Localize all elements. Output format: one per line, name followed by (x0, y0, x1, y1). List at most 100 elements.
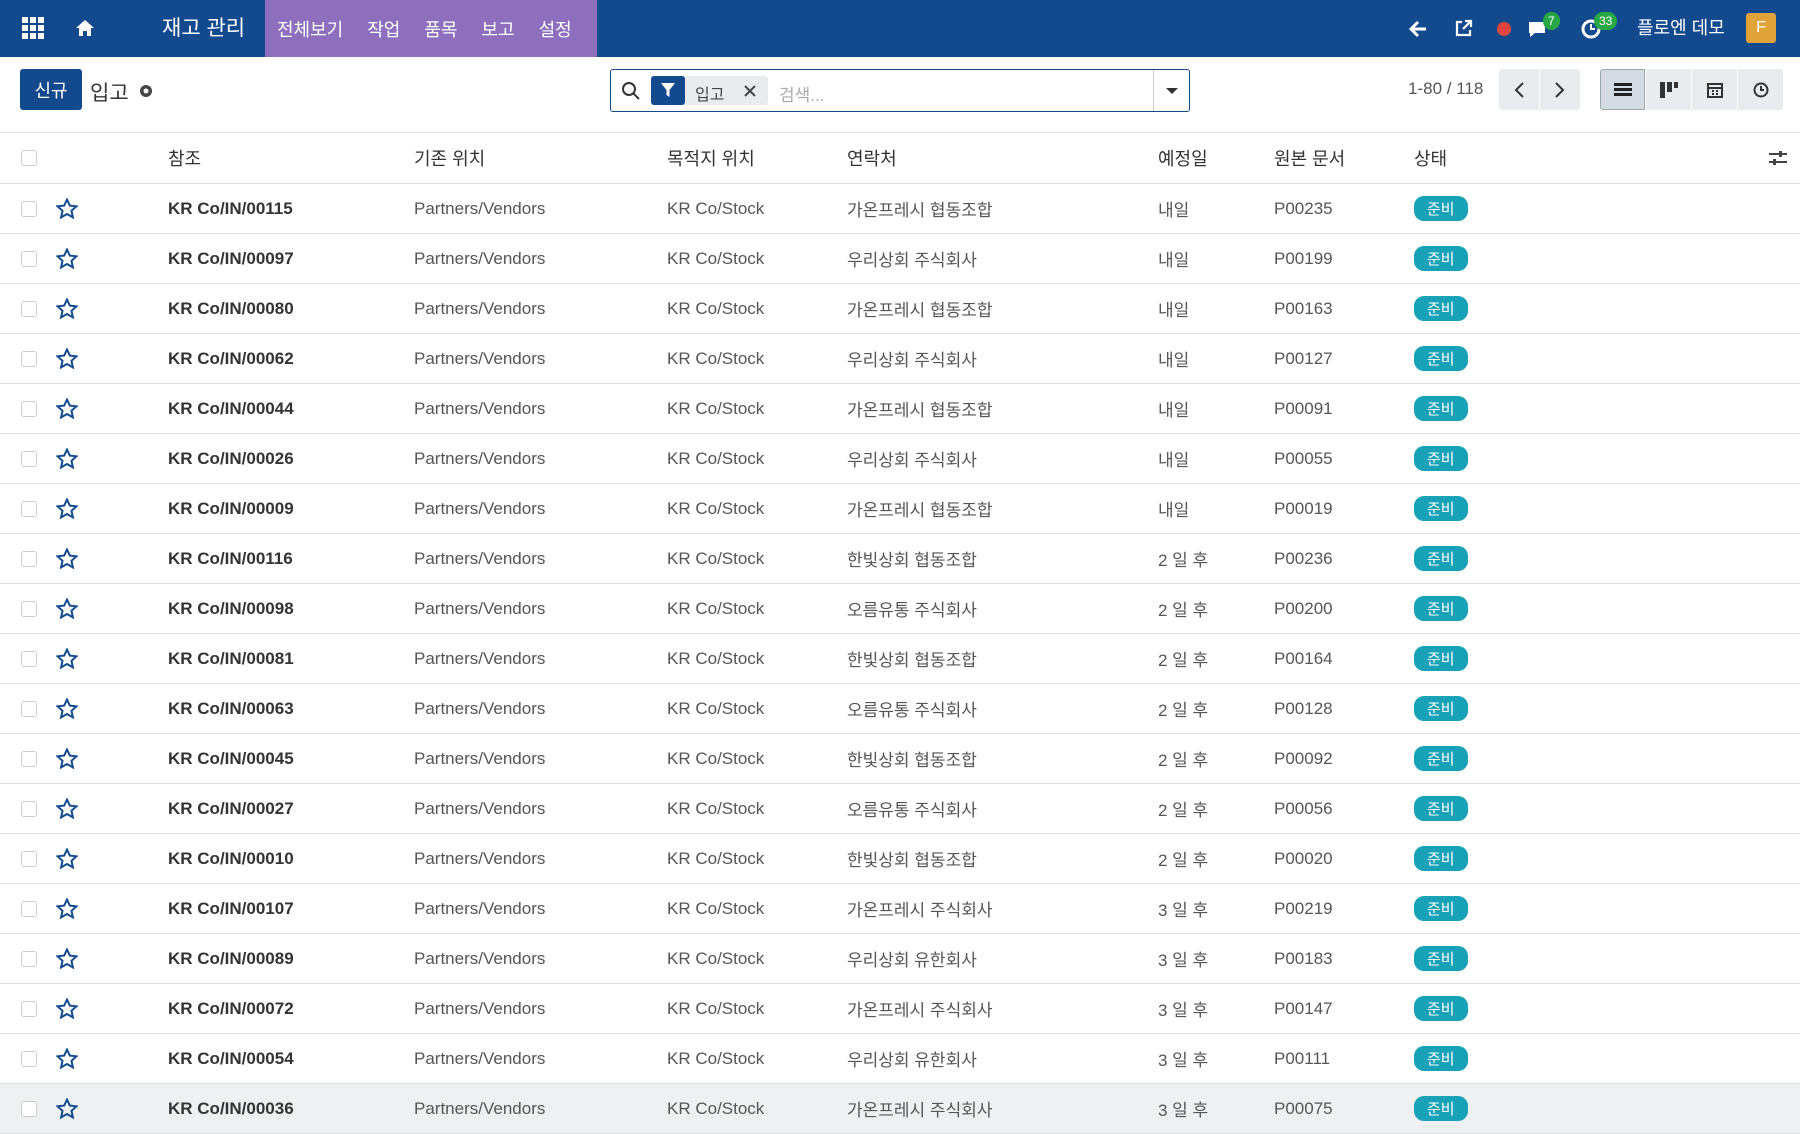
pager-next[interactable] (1540, 69, 1580, 110)
table-row[interactable]: KR Co/IN/00009 Partners/Vendors KR Co/Stoc… (0, 484, 1800, 534)
favorite-star[interactable] (56, 697, 78, 720)
favorite-star[interactable] (56, 397, 78, 420)
chat-icon[interactable] (1527, 19, 1549, 39)
select-all[interactable] (21, 150, 37, 166)
back-icon[interactable] (1408, 19, 1428, 39)
star-shape (56, 497, 78, 519)
row-checkbox[interactable] (21, 350, 37, 367)
star-cell (56, 684, 78, 733)
row-checkbox[interactable] (21, 800, 37, 817)
table-row[interactable]: KR Co/IN/00072 Partners/Vendors KR Co/Stoc… (0, 984, 1800, 1034)
dropdown-toggle[interactable] (1165, 87, 1179, 95)
row-checkbox[interactable] (21, 1000, 37, 1017)
facet-remove[interactable] (744, 85, 756, 97)
favorite-star[interactable] (56, 247, 78, 270)
favorite-star[interactable] (56, 797, 78, 820)
cell: KR Co/Stock (667, 598, 765, 618)
favorite-star[interactable] (56, 897, 78, 920)
table-row[interactable]: KR Co/IN/00026 Partners/Vendors KR Co/Stoc… (0, 434, 1800, 484)
favorite-star[interactable] (56, 1097, 78, 1120)
favorite-star[interactable] (56, 297, 78, 320)
pager-prev[interactable] (1499, 69, 1539, 110)
column-header[interactable]: 목적지 위치 (667, 149, 755, 169)
row-checkbox[interactable] (21, 900, 37, 917)
row-checkbox[interactable] (21, 750, 37, 767)
row-checkbox[interactable] (21, 650, 37, 667)
column-header[interactable]: 연락처 (847, 149, 897, 169)
table-row[interactable]: KR Co/IN/00045 Partners/Vendors KR Co/Stoc… (0, 734, 1800, 784)
column-header[interactable]: 원본 문서 (1274, 149, 1346, 169)
new-button[interactable]: 신규 (20, 69, 82, 110)
table-row[interactable]: KR Co/IN/00116 Partners/Vendors KR Co/Stoc… (0, 534, 1800, 584)
table-row[interactable]: KR Co/IN/00115 Partners/Vendors KR Co/Stoc… (0, 184, 1800, 234)
favorite-star[interactable] (56, 597, 78, 620)
record-dot[interactable] (1496, 21, 1512, 37)
favorite-star[interactable] (56, 547, 78, 570)
app-title[interactable]: 재고 관리 (162, 17, 246, 40)
favorite-star[interactable] (56, 947, 78, 970)
search-placeholder: 검색... (779, 86, 825, 105)
row-checkbox[interactable] (21, 300, 37, 317)
table-row[interactable]: KR Co/IN/00027 Partners/Vendors KR Co/Stoc… (0, 784, 1800, 834)
table-row[interactable]: KR Co/IN/00036 Partners/Vendors KR Co/Stoc… (0, 1084, 1800, 1134)
table-row[interactable]: KR Co/IN/00089 Partners/Vendors KR Co/Stoc… (0, 934, 1800, 984)
table-row[interactable]: KR Co/IN/00044 Partners/Vendors KR Co/Stoc… (0, 384, 1800, 434)
optional-columns[interactable] (1769, 150, 1787, 166)
row-checkbox[interactable] (21, 200, 37, 217)
cell: KR Co/Stock (667, 498, 765, 518)
table-row[interactable]: KR Co/IN/00107 Partners/Vendors KR Co/Stoc… (0, 884, 1800, 934)
avatar[interactable]: F (1746, 13, 1776, 43)
table-row[interactable]: KR Co/IN/00010 Partners/Vendors KR Co/Stoc… (0, 834, 1800, 884)
row-checkbox[interactable] (21, 250, 37, 267)
favorite-star[interactable] (56, 497, 78, 520)
column-header[interactable]: 예정일 (1158, 149, 1208, 169)
home-icon[interactable] (75, 19, 95, 37)
table-row[interactable]: KR Co/IN/00062 Partners/Vendors KR Co/Stoc… (0, 334, 1800, 384)
menu-item[interactable]: 전체보기 (277, 19, 344, 40)
row-checkbox[interactable] (21, 850, 37, 867)
apps-icon[interactable] (22, 17, 44, 39)
user-name[interactable]: 플로엔 데모 (1637, 18, 1725, 38)
row-checkbox[interactable] (21, 600, 37, 617)
menu-item[interactable]: 작업 (367, 19, 401, 40)
table-row[interactable]: KR Co/IN/00098 Partners/Vendors KR Co/Stoc… (0, 584, 1800, 634)
favorite-star[interactable] (56, 997, 78, 1020)
row-checkbox[interactable] (21, 550, 37, 567)
menu-item[interactable]: 설정 (538, 19, 572, 40)
status-badge: 준비 (1414, 896, 1468, 921)
favorite-star[interactable] (56, 847, 78, 870)
table-row[interactable]: KR Co/IN/00063 Partners/Vendors KR Co/Stoc… (0, 684, 1800, 734)
menu-item[interactable]: 보고 (481, 19, 515, 40)
list-view[interactable] (1600, 69, 1645, 110)
kanban-view[interactable] (1646, 69, 1691, 110)
gear-icon[interactable] (138, 83, 154, 99)
cell: KR Co/IN/00116 (168, 548, 293, 568)
table-row[interactable]: KR Co/IN/00081 Partners/Vendors KR Co/Stoc… (0, 634, 1800, 684)
favorite-star[interactable] (56, 347, 78, 370)
cell: 오름유통 주식회사 (847, 801, 977, 820)
row-checkbox[interactable] (21, 950, 37, 967)
favorite-star[interactable] (56, 747, 78, 770)
status-badge: 준비 (1414, 1096, 1468, 1121)
table-row[interactable]: KR Co/IN/00054 Partners/Vendors KR Co/Stoc… (0, 1034, 1800, 1084)
table-row[interactable]: KR Co/IN/00097 Partners/Vendors KR Co/Stoc… (0, 234, 1800, 284)
calendar-view[interactable] (1692, 69, 1737, 110)
column-header[interactable]: 기존 위치 (414, 149, 486, 169)
external-icon[interactable] (1454, 18, 1474, 38)
row-checkbox[interactable] (21, 1050, 37, 1067)
favorite-star[interactable] (56, 447, 78, 470)
row-checkbox[interactable] (21, 1100, 37, 1117)
column-header[interactable]: 참조 (168, 149, 202, 169)
activity-view[interactable] (1738, 69, 1783, 110)
favorite-star[interactable] (56, 1047, 78, 1070)
row-checkbox[interactable] (21, 400, 37, 417)
row-checkbox[interactable] (21, 450, 37, 467)
search-box[interactable]: 입고 검색... (610, 69, 1190, 112)
favorite-star[interactable] (56, 197, 78, 220)
menu-item[interactable]: 품목 (424, 19, 458, 40)
column-header[interactable]: 상태 (1414, 149, 1448, 169)
row-checkbox[interactable] (21, 500, 37, 517)
favorite-star[interactable] (56, 647, 78, 670)
table-row[interactable]: KR Co/IN/00080 Partners/Vendors KR Co/Stoc… (0, 284, 1800, 334)
row-checkbox[interactable] (21, 700, 37, 717)
